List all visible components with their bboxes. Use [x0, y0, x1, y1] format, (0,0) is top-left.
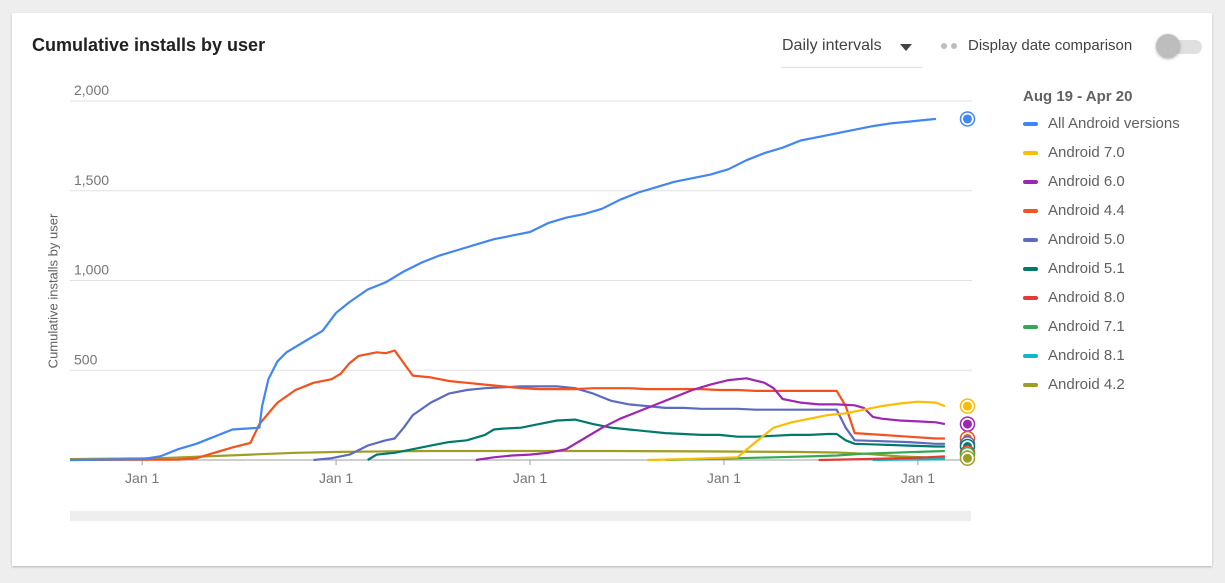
legend-swatch — [1023, 383, 1038, 387]
legend-item[interactable]: Android 8.0 — [1023, 288, 1203, 307]
legend-item[interactable]: Android 4.2 — [1023, 375, 1203, 394]
legend: Aug 19 - Apr 20 All Android versions Andr… — [1023, 88, 1203, 404]
chart-title: Cumulative installs by user — [32, 35, 266, 55]
series-line-android-8-1[interactable] — [872, 458, 945, 462]
end-marker[interactable] — [959, 450, 976, 466]
x-tick-label: Jan 1 — [319, 470, 353, 486]
end-marker-dot — [962, 114, 972, 124]
series-line-all-android-versions[interactable] — [69, 117, 937, 462]
series-line-android-4-4[interactable] — [69, 349, 945, 462]
legend-swatch — [1023, 238, 1038, 242]
legend-swatch — [1023, 180, 1038, 184]
series-lines — [69, 117, 946, 462]
legend-items: All Android versions Android 7.0 Android 6… — [1023, 114, 1203, 394]
x-tick-label: Jan 1 — [513, 470, 547, 486]
legend-item[interactable]: Android 7.0 — [1023, 143, 1203, 162]
legend-item[interactable]: Android 6.0 — [1023, 172, 1203, 191]
y-axis-ticks: 500 1,000 1,500 2,000 — [74, 82, 109, 367]
legend-item[interactable]: All Android versions — [1023, 114, 1203, 133]
legend-label: Android 8.0 — [1048, 289, 1125, 306]
legend-item[interactable]: Android 8.1 — [1023, 346, 1203, 365]
x-tick-label: Jan 1 — [707, 470, 741, 486]
date-comparison-toggle[interactable] — [1156, 34, 1202, 58]
legend-item[interactable]: Android 7.1 — [1023, 317, 1203, 336]
gridlines — [70, 100, 972, 461]
series-line-android-5-0[interactable] — [313, 385, 945, 462]
legend-label: Android 7.1 — [1048, 318, 1125, 335]
x-tick-label: Jan 1 — [125, 470, 159, 486]
series-line-android-7-0[interactable] — [647, 400, 946, 462]
end-marker[interactable] — [959, 416, 976, 432]
series-line-android-8-0[interactable] — [818, 455, 945, 462]
chart-card: Cumulative installs by user Daily interv… — [12, 13, 1212, 566]
y-tick-label: 1,500 — [74, 172, 109, 188]
legend-swatch — [1023, 296, 1038, 300]
date-comparison-label: Display date comparison — [968, 37, 1133, 54]
legend-label: All Android versions — [1048, 115, 1180, 132]
y-tick-label: 2,000 — [74, 82, 109, 98]
interval-dropdown[interactable]: Daily intervals — [781, 33, 922, 68]
end-marker[interactable] — [959, 111, 976, 127]
end-marker-dot — [962, 401, 972, 411]
interval-dropdown-label: Daily intervals — [782, 37, 882, 54]
legend-label: Android 5.0 — [1048, 231, 1125, 248]
series-line-android-5-1[interactable] — [367, 418, 945, 461]
legend-label: Android 4.2 — [1048, 376, 1125, 393]
legend-swatch — [1023, 267, 1038, 271]
legend-swatch — [1023, 209, 1038, 213]
legend-item[interactable]: Android 5.0 — [1023, 230, 1203, 249]
legend-item[interactable]: Android 4.4 — [1023, 201, 1203, 220]
legend-label: Android 5.1 — [1048, 260, 1125, 277]
y-tick-label: 500 — [74, 351, 98, 367]
legend-swatch — [1023, 151, 1038, 155]
legend-item[interactable]: Android 5.1 — [1023, 259, 1203, 278]
end-marker-dot — [962, 419, 972, 429]
compare-dashed-line-icon — [941, 43, 959, 49]
y-axis-title: Cumulative installs by user — [45, 213, 61, 369]
x-tick-label: Jan 1 — [901, 470, 935, 486]
legend-label: Android 7.0 — [1048, 144, 1125, 161]
series-line-android-6-0[interactable] — [475, 377, 946, 462]
x-axis-ticks: Jan 1 Jan 1 Jan 1 Jan 1 Jan 1 — [125, 460, 935, 486]
legend-label: Android 4.4 — [1048, 202, 1125, 219]
legend-label: Android 6.0 — [1048, 173, 1125, 190]
legend-swatch — [1023, 122, 1038, 126]
toggle-thumb[interactable] — [1156, 34, 1180, 58]
legend-date-range: Aug 19 - Apr 20 — [1023, 88, 1133, 105]
y-tick-label: 1,000 — [74, 262, 109, 278]
legend-swatch — [1023, 325, 1038, 329]
chart-range-scrollbar[interactable] — [70, 511, 971, 521]
series-end-markers — [959, 111, 976, 466]
end-marker[interactable] — [959, 398, 976, 414]
caret-down-icon — [900, 44, 912, 51]
legend-label: Android 8.1 — [1048, 347, 1125, 364]
end-marker-dot — [962, 453, 972, 463]
legend-swatch — [1023, 354, 1038, 358]
